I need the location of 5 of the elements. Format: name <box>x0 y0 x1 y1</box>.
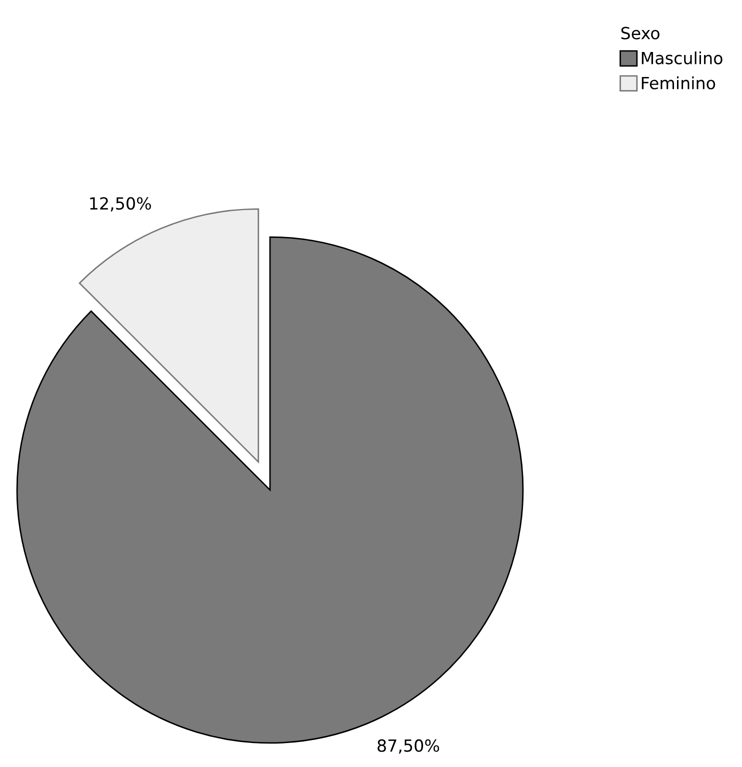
legend-title: Sexo <box>621 26 660 40</box>
legend-label: Masculino <box>642 51 722 64</box>
data-label: 87,50% <box>378 739 440 754</box>
data-label: 12,50% <box>90 197 151 212</box>
legend-label: Feminino <box>642 76 716 90</box>
